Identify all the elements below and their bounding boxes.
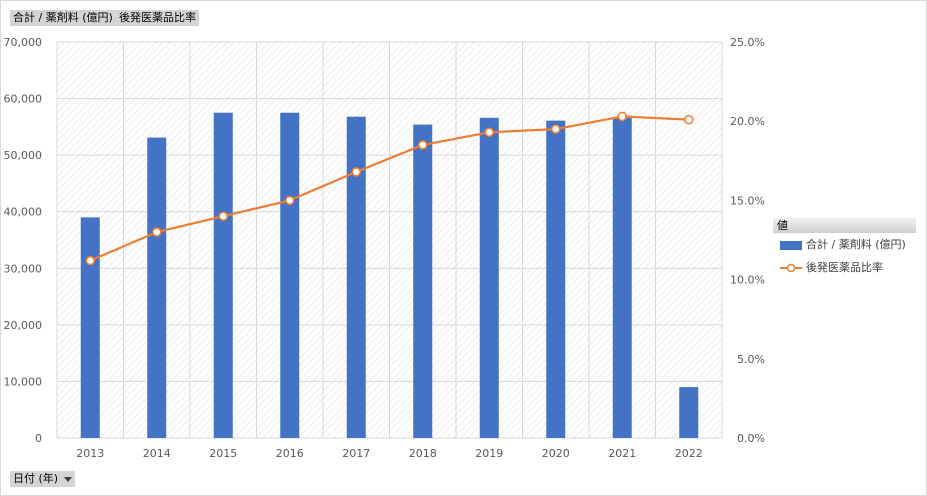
axis-field-button[interactable]: 日付 (年)	[10, 471, 76, 487]
axis-field-label: 日付 (年)	[13, 472, 59, 485]
y-right-tick-label: 10.0%	[730, 274, 765, 287]
line-point[interactable]	[683, 114, 694, 125]
line-point[interactable]	[351, 167, 362, 177]
line-point[interactable]	[284, 195, 295, 206]
y-right-tick-label: 25.0%	[730, 36, 765, 49]
legend-item-bar[interactable]: 合計 / 薬剤料 (億円)	[780, 237, 906, 253]
legend-title: 値	[773, 218, 916, 233]
y-left-tick-label: 0	[35, 432, 42, 445]
x-tick-label: 2016	[276, 447, 304, 460]
ratio-field-button[interactable]: 後発医薬品比率	[116, 10, 199, 26]
x-tick-label: 2017	[342, 447, 370, 460]
bar[interactable]	[413, 124, 433, 438]
line-point[interactable]	[550, 124, 561, 134]
y-right-tick-label: 20.0%	[730, 115, 765, 128]
y-left-tick-label: 40,000	[4, 206, 43, 219]
x-tick-label: 2019	[475, 447, 503, 460]
x-tick-label: 2018	[409, 447, 437, 460]
bar[interactable]	[346, 116, 366, 438]
bar[interactable]	[479, 117, 499, 438]
dropdown-arrow-icon[interactable]	[64, 476, 73, 482]
y-right-tick-label: 0.0%	[737, 432, 765, 445]
line-point[interactable]	[417, 140, 428, 150]
bar[interactable]	[546, 120, 566, 439]
bar[interactable]	[213, 112, 233, 438]
y-right-tick-label: 5.0%	[737, 353, 765, 366]
bar[interactable]	[280, 112, 300, 438]
bar-swatch-icon	[780, 240, 802, 250]
y-left-tick-label: 10,000	[4, 375, 43, 388]
y-left-tick-label: 30,000	[4, 262, 43, 275]
values-field-button[interactable]: 合計 / 薬剤料 (億円)	[10, 10, 116, 26]
y-left-tick-label: 20,000	[4, 319, 43, 332]
y-left-tick-label: 70,000	[4, 36, 43, 49]
ratio-line	[89, 115, 689, 262]
x-tick-label: 2021	[608, 447, 636, 460]
y-left-tick-label: 60,000	[4, 93, 43, 106]
line-point[interactable]	[617, 111, 628, 122]
y-right-tick-label: 15.0%	[730, 194, 765, 207]
line-point[interactable]	[85, 255, 96, 266]
bar[interactable]	[147, 137, 167, 438]
legend-label: 後発医薬品比率	[806, 261, 883, 274]
x-tick-label: 2015	[209, 447, 237, 460]
legend-item-line[interactable]: 後発医薬品比率	[780, 260, 883, 276]
bar[interactable]	[679, 387, 699, 438]
legend-label: 合計 / 薬剤料 (億円)	[806, 238, 906, 251]
line-point[interactable]	[218, 211, 229, 222]
line-point[interactable]	[484, 127, 495, 138]
bar[interactable]	[612, 117, 632, 438]
x-tick-label: 2022	[675, 447, 703, 460]
line-marker-swatch-icon	[780, 263, 802, 273]
y-left-tick-label: 50,000	[4, 149, 43, 162]
x-tick-label: 2013	[76, 447, 104, 460]
x-tick-label: 2014	[143, 447, 171, 460]
bar[interactable]	[80, 217, 100, 438]
line-point[interactable]	[151, 227, 162, 237]
x-tick-label: 2020	[542, 447, 570, 460]
